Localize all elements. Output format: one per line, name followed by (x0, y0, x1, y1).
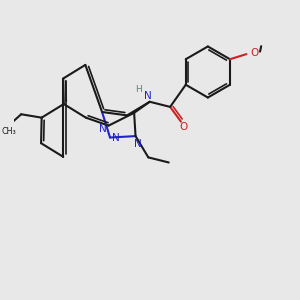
Text: O: O (179, 122, 187, 132)
Text: O: O (250, 48, 258, 58)
Text: N: N (99, 124, 107, 134)
Text: CH₃: CH₃ (1, 127, 16, 136)
Text: H: H (136, 85, 142, 94)
Text: N: N (112, 133, 120, 142)
Text: N: N (134, 139, 142, 149)
Text: N: N (144, 91, 151, 100)
